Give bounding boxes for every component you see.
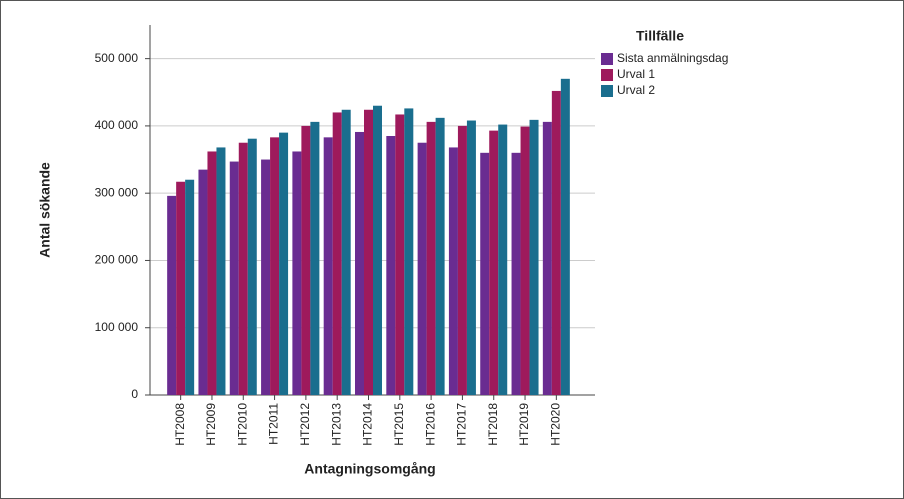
bar xyxy=(198,169,208,395)
y-tick-label: 300 000 xyxy=(95,185,139,199)
bar xyxy=(386,136,396,395)
x-tick-label: HT2010 xyxy=(235,403,249,446)
y-tick-label: 500 000 xyxy=(95,51,139,65)
bar xyxy=(270,137,280,395)
y-tick-label: 200 000 xyxy=(95,253,139,267)
x-tick-label: HT2008 xyxy=(173,403,187,446)
x-tick-label: HT2013 xyxy=(329,403,343,446)
bar xyxy=(247,138,257,395)
x-axis-title: Antagningsomgång xyxy=(304,461,435,477)
x-tick-label: HT2019 xyxy=(517,403,531,446)
bar xyxy=(373,105,382,396)
bar xyxy=(404,108,414,395)
legend-label: Sista anmälningsdag xyxy=(617,51,728,65)
x-tick-label: HT2018 xyxy=(486,403,500,446)
y-tick-label: 0 xyxy=(131,387,138,401)
x-tick-label: HT2020 xyxy=(549,403,563,446)
x-tick-label: HT2016 xyxy=(423,403,437,446)
bar xyxy=(167,195,177,395)
bar xyxy=(323,137,333,395)
y-tick-label: 100 000 xyxy=(95,320,139,334)
bar xyxy=(229,161,239,395)
bar xyxy=(511,152,521,395)
bar xyxy=(529,119,539,395)
bar xyxy=(520,126,530,395)
x-tick-label: HT2011 xyxy=(267,403,281,445)
bar xyxy=(279,132,289,396)
bar xyxy=(480,152,490,395)
bar xyxy=(466,120,476,395)
bar xyxy=(261,159,271,395)
bar xyxy=(238,142,248,395)
legend-swatch xyxy=(601,85,613,97)
legend-label: Urval 1 xyxy=(617,67,655,81)
legend-title: Tillfälle xyxy=(636,28,684,44)
bar xyxy=(364,109,373,395)
x-tick-label: HT2009 xyxy=(204,403,218,446)
bar xyxy=(207,151,217,395)
bar xyxy=(176,181,186,395)
y-tick-label: 400 000 xyxy=(95,118,139,132)
bar xyxy=(341,109,351,395)
bar xyxy=(216,147,226,395)
bar xyxy=(292,151,302,395)
bar xyxy=(395,114,405,396)
bar xyxy=(457,125,467,395)
bar xyxy=(498,124,508,396)
bar xyxy=(355,131,364,396)
legend-swatch xyxy=(601,53,613,65)
bar xyxy=(448,147,458,395)
legend-swatch xyxy=(601,69,613,81)
y-axis-title: Antal sökande xyxy=(37,162,53,258)
bar xyxy=(435,117,445,395)
bar xyxy=(551,90,561,395)
bar xyxy=(489,130,499,396)
bar xyxy=(560,78,570,396)
bar xyxy=(310,121,320,395)
bar xyxy=(542,121,552,395)
bar xyxy=(301,125,311,395)
x-tick-label: HT2012 xyxy=(298,403,312,446)
bar xyxy=(332,112,342,396)
bar xyxy=(185,179,195,395)
x-tick-label: HT2014 xyxy=(361,403,375,446)
legend-label: Urval 2 xyxy=(617,83,655,97)
bar xyxy=(426,121,436,395)
x-tick-label: HT2015 xyxy=(392,403,406,446)
x-tick-label: HT2017 xyxy=(455,403,469,446)
bar xyxy=(417,142,427,395)
